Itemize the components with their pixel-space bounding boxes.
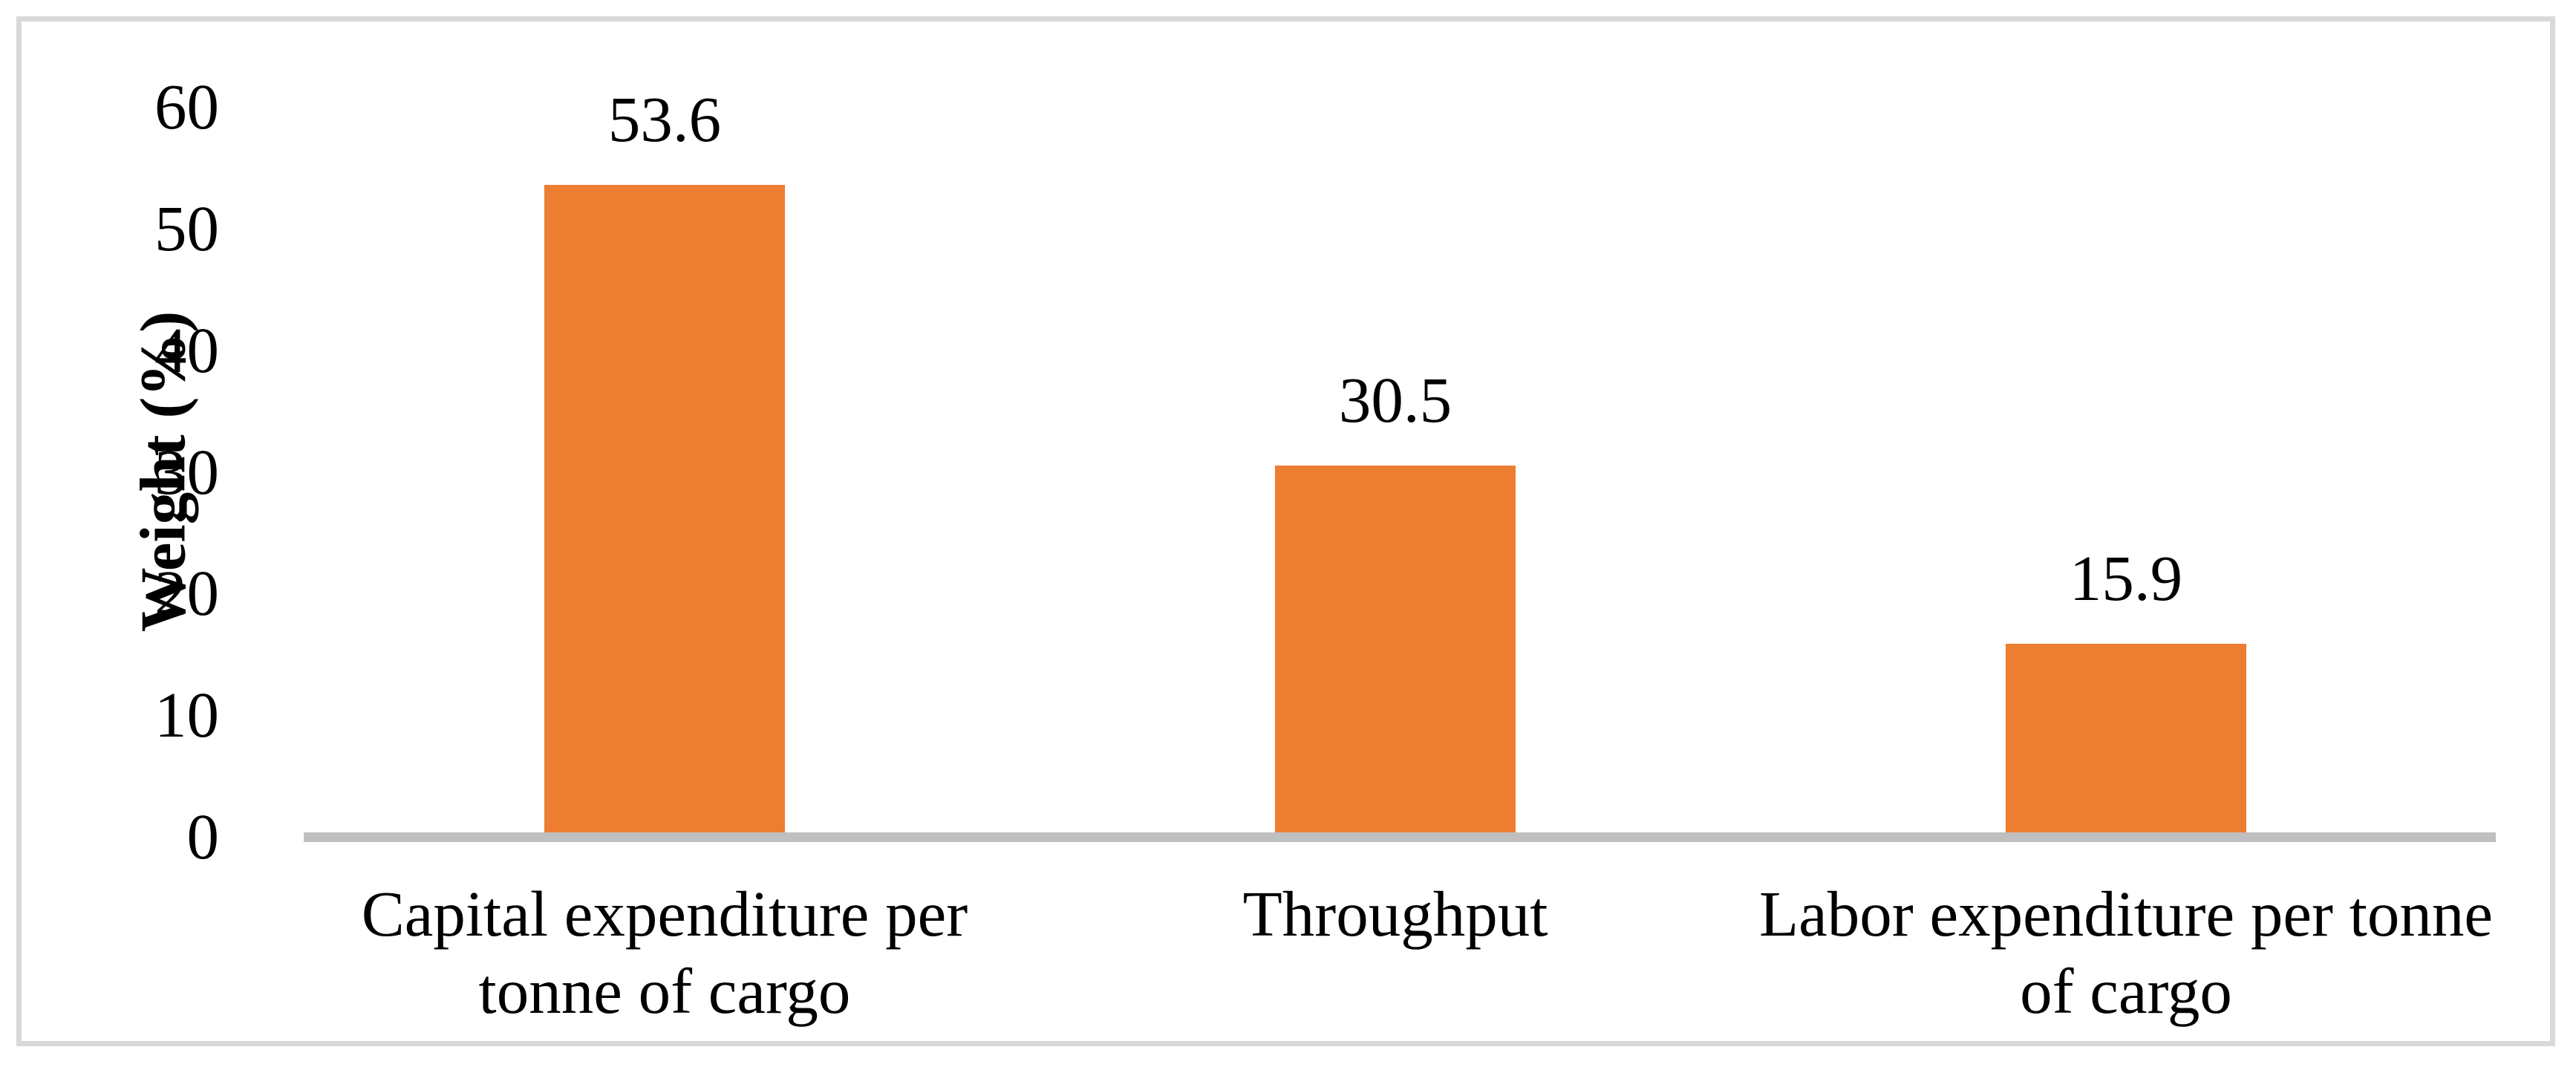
bar [2006,643,2246,832]
y-axis-tick-label: 0 [186,800,220,872]
y-axis-tick-label: 40 [154,313,219,386]
category-label: Capital expenditure per tonne of cargo [361,878,968,1027]
bar-value-label: 53.6 [607,82,722,155]
category-label: Throughput [1242,878,1548,950]
y-axis-tick-label: 30 [154,435,219,508]
category-label: Labor expenditure per tonne of cargo [1758,878,2493,1027]
bar [544,184,785,832]
bar-value-label: 15.9 [2069,541,2183,614]
y-axis-tick-label: 50 [154,192,219,264]
figure-frame: Weight (%) 0 10 20 30 40 50 60 53.6 Capital exp… [16,16,2555,1046]
y-axis-tick-label: 60 [154,71,219,143]
y-axis-tick-label: 10 [154,679,219,751]
y-axis-tick-label: 20 [154,557,219,630]
x-axis-line [304,832,2496,842]
bar [1275,466,1516,832]
bar-value-label: 30.5 [1338,364,1452,437]
